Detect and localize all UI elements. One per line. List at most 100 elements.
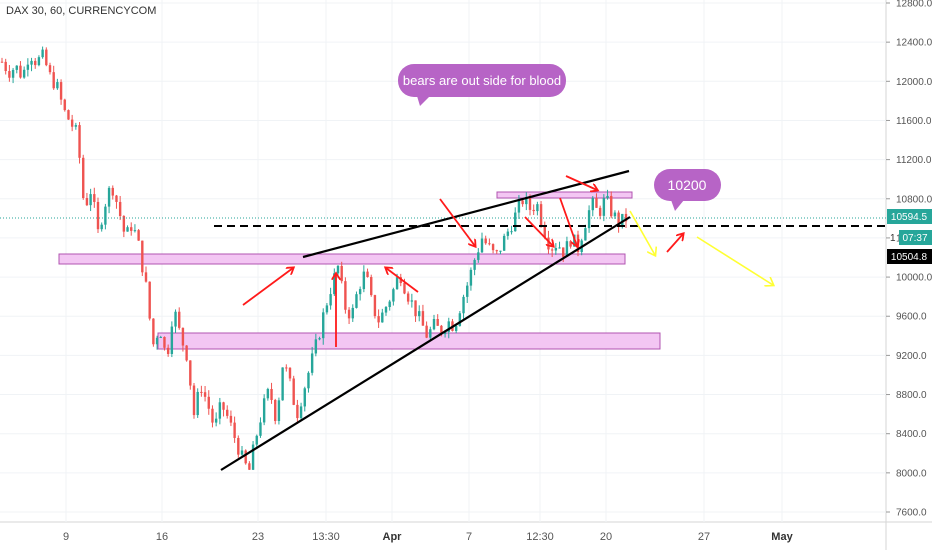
- upper-resistance-zone: [496, 191, 633, 199]
- candle-body: [562, 247, 565, 257]
- x-tick-label: 27: [698, 531, 710, 543]
- candle-body: [506, 231, 510, 236]
- candle-body: [174, 311, 177, 327]
- candle-body: [384, 307, 388, 313]
- candle-body: [514, 212, 517, 232]
- candle-body: [569, 241, 572, 247]
- bubble-shape: [398, 64, 566, 97]
- candle-body: [292, 378, 295, 405]
- candle-body: [30, 60, 33, 65]
- candle-body: [484, 238, 487, 244]
- candle-body: [333, 273, 336, 295]
- yellow-arrows: [629, 210, 773, 285]
- candle-body: [322, 312, 325, 339]
- candle-body: [373, 295, 377, 317]
- candle-body: [56, 82, 59, 89]
- candle-body: [525, 196, 528, 205]
- candle-body: [595, 198, 598, 208]
- candle-body: [192, 385, 196, 416]
- candle-body: [469, 269, 473, 286]
- y-tick-label: 9200.0: [896, 351, 927, 362]
- candle-body: [214, 418, 218, 423]
- low-price-value: 10504.8: [891, 252, 928, 263]
- candle-body: [362, 271, 366, 290]
- candle-body: [565, 241, 569, 257]
- candle-body: [550, 249, 554, 251]
- candle-body: [602, 198, 606, 216]
- candle-body: [74, 125, 78, 127]
- current-price-value: 10594.5: [891, 212, 928, 223]
- y-tick-label: 12400.0: [896, 38, 932, 49]
- candle-body: [248, 463, 251, 470]
- candle-body: [447, 321, 450, 332]
- bubble-tail: [671, 200, 684, 211]
- candle-body: [536, 204, 539, 212]
- candle-body: [510, 231, 513, 233]
- candle-body: [621, 213, 624, 227]
- candle-body: [207, 396, 210, 409]
- candle-body: [67, 110, 70, 120]
- candle-body: [203, 392, 207, 397]
- candle-body: [196, 391, 199, 416]
- candle-body: [410, 300, 414, 302]
- red-arrow: [666, 234, 683, 253]
- candle-body: [466, 285, 469, 297]
- y-tick-label: 11600.0: [896, 116, 932, 127]
- candle-body: [122, 216, 126, 232]
- candle-body: [0, 61, 4, 63]
- candle-body: [584, 228, 587, 241]
- x-tick-label: 20: [600, 531, 612, 543]
- x-tick-label: 9: [63, 531, 69, 543]
- candle-body: [351, 307, 354, 319]
- y-tick-label: 7600.0: [896, 508, 927, 519]
- candle-body: [521, 200, 524, 205]
- candle-body: [425, 325, 428, 338]
- candle-body: [480, 238, 484, 253]
- candle-body: [4, 61, 7, 72]
- candle-body: [558, 247, 561, 249]
- candle-body: [240, 450, 244, 455]
- countdown-prefix: 1: [890, 233, 896, 244]
- candle-body: [543, 225, 546, 238]
- tag-shape: [899, 230, 932, 245]
- y-tick-label: 11200.0: [896, 155, 932, 166]
- candle-body: [336, 265, 340, 274]
- candle-body: [418, 311, 421, 317]
- candle-body: [152, 318, 155, 345]
- candle-body: [118, 201, 122, 217]
- candle-body: [48, 65, 52, 73]
- candle-body: [610, 195, 613, 217]
- red-arrow: [559, 197, 577, 246]
- candle-body: [229, 415, 233, 423]
- candle-body: [355, 294, 358, 308]
- candle-body: [11, 69, 15, 78]
- candle-body: [133, 230, 137, 232]
- x-tick-label: 7: [466, 531, 472, 543]
- candle-body: [111, 187, 114, 196]
- y-tick-label: 9600.0: [896, 312, 927, 323]
- candle-body: [624, 213, 628, 222]
- candle-body: [395, 277, 399, 290]
- x-tick-label: May: [771, 531, 793, 543]
- candle-body: [307, 372, 310, 389]
- candle-body: [325, 305, 329, 313]
- red-arrow: [386, 268, 419, 293]
- y-tick-label: 12800.0: [896, 0, 932, 10]
- candle-body: [104, 206, 107, 225]
- candle-body: [303, 388, 306, 407]
- candle-body: [200, 391, 203, 393]
- candle-body: [366, 271, 369, 278]
- candle-body: [587, 210, 591, 229]
- candle-body: [15, 65, 18, 70]
- candle-body: [499, 250, 502, 252]
- countdown-value: 07:37: [902, 233, 927, 244]
- candle-body: [532, 209, 535, 212]
- candle-body: [159, 336, 162, 338]
- candle-body: [406, 293, 410, 302]
- candle-body: [270, 388, 273, 400]
- candle-body: [266, 388, 270, 399]
- y-tick-label: 10800.0: [896, 194, 932, 205]
- y-tick-label: 8400.0: [896, 429, 927, 440]
- candle-body: [591, 198, 594, 211]
